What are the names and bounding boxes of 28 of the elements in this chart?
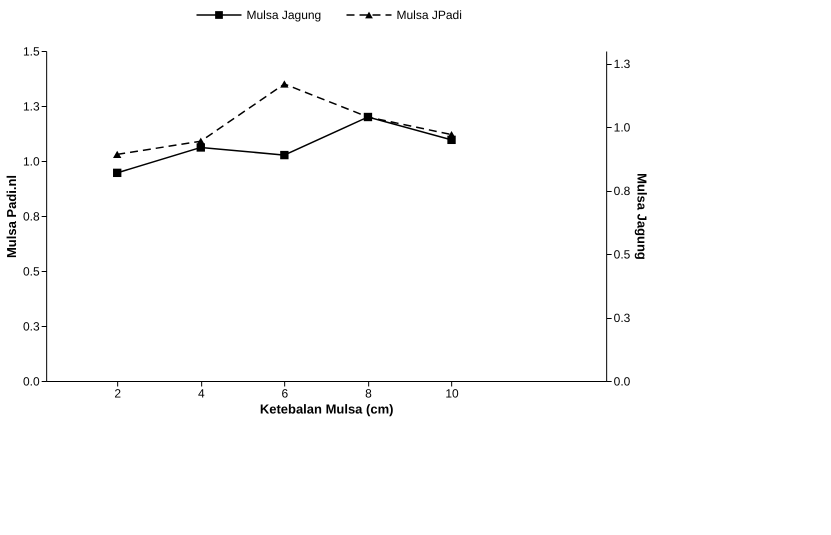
y-tick-label: 1.3 xyxy=(22,100,40,114)
x-axis-title: Ketebalan Mulsa (cm) xyxy=(260,402,394,416)
point xyxy=(280,80,289,88)
y2-tick-label: 1.3 xyxy=(614,57,631,72)
point xyxy=(113,168,122,178)
y-tick-label: 0.0 xyxy=(22,374,40,388)
y-tick-label: 0.3 xyxy=(22,320,40,334)
x-tick-label: 8 xyxy=(365,386,372,400)
point xyxy=(196,138,205,145)
x-tick-label: 6 xyxy=(282,386,289,400)
y2-tick-label: 1.0 xyxy=(614,120,631,135)
y2-tick-label: 0.3 xyxy=(614,311,631,326)
y-axis-title: Mulsa Padi.nl xyxy=(4,174,19,258)
point xyxy=(113,150,122,158)
point xyxy=(280,150,289,160)
x-tick-label: 10 xyxy=(445,386,460,400)
legend-label: Mulsa Jagung xyxy=(246,8,322,22)
y2-tick-label: 0.5 xyxy=(614,248,631,262)
x-tick-label: 4 xyxy=(198,386,205,400)
y2-tick-label: 0.0 xyxy=(614,374,631,388)
legend-label: Mulsa JPadi xyxy=(396,8,462,22)
y-tick-label: 0.5 xyxy=(22,264,40,278)
y2-tick-label: 0.8 xyxy=(614,184,631,198)
y2-axis-title: Mulsa Jagung xyxy=(634,173,650,260)
y-tick-label: 0.8 xyxy=(22,210,40,224)
y-tick-label: 1.5 xyxy=(22,44,40,58)
y-tick-label: 1.0 xyxy=(22,154,40,168)
x-tick-label: 2 xyxy=(114,386,122,400)
